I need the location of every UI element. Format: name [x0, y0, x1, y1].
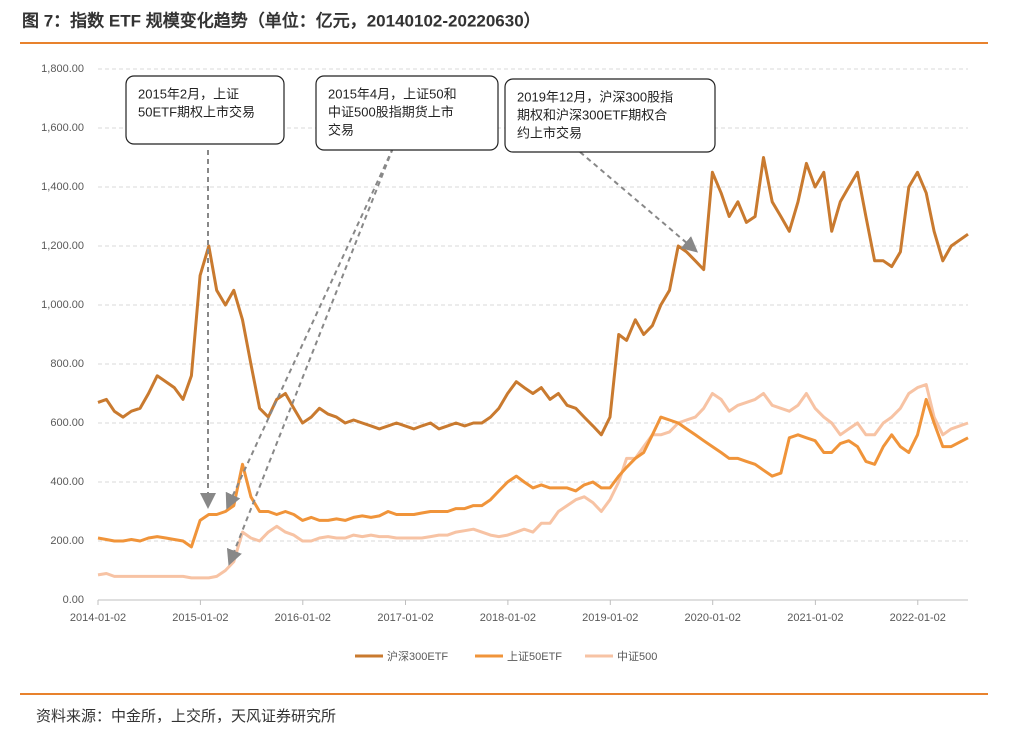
- callout-text: 2015年4月，上证50和: [328, 86, 457, 101]
- callout-text: 2019年12月，沪深300股指: [517, 89, 673, 104]
- plot: 0.00 200.00 400.00 600.00 800.00 1,000.00 1,20…: [41, 63, 969, 624]
- series-line: [97, 156, 969, 437]
- y-tick-label: 1,600.00: [41, 122, 84, 134]
- y-tick-label: 800.00: [50, 358, 84, 370]
- series-line: [97, 383, 969, 580]
- chart-title: 图 7：指数 ETF 规模变化趋势（单位：亿元，20140102-2022063…: [22, 10, 541, 30]
- y-tick-label: 1,800.00: [41, 63, 84, 75]
- callout-text: 50ETF期权上市交易: [138, 104, 255, 119]
- arrow: [225, 147, 394, 510]
- y-tick-label: 400.00: [50, 476, 84, 488]
- x-tick-label: 2014-01-02: [70, 612, 126, 624]
- y-tick-label: 600.00: [50, 417, 84, 429]
- callout-text: 中证500股指期货上市: [328, 104, 454, 119]
- callout-text: 2015年2月，上证: [138, 86, 239, 101]
- x-tick-label: 2016-01-02: [275, 612, 331, 624]
- y-tick-label: 0.00: [63, 594, 84, 606]
- x-tick-label: 2015-01-02: [172, 612, 228, 624]
- legend-label: 沪深300ETF: [387, 649, 448, 663]
- x-tick-label: 2022-01-02: [890, 612, 946, 624]
- x-tick-label: 2020-01-02: [685, 612, 741, 624]
- legend-label: 上证50ETF: [507, 650, 562, 663]
- x-tick-label: 2017-01-02: [377, 612, 433, 624]
- source: 资料来源：中金所，上交所，天风证券研究所: [36, 707, 336, 725]
- x-tick-label: 2018-01-02: [480, 612, 536, 624]
- arrow: [226, 147, 394, 566]
- y-tick-label: 200.00: [50, 535, 84, 547]
- annotations: 2015年2月，上证 50ETF期权上市交易 2015年4月，上证50和中证500股…: [125, 75, 716, 153]
- y-tick-label: 1,000.00: [41, 299, 84, 311]
- legend-label: 中证500: [617, 650, 657, 663]
- x-tick-label: 2019-01-02: [582, 612, 638, 624]
- arrow: [579, 151, 699, 253]
- series-line: [97, 397, 969, 549]
- callout-text: 期权和沪深300ETF期权合: [517, 107, 667, 122]
- callout-text: 交易: [328, 122, 354, 137]
- arrows: [200, 147, 699, 566]
- callout-box: [315, 75, 499, 151]
- y-tick-label: 1,200.00: [41, 240, 84, 252]
- callout-box: [504, 78, 716, 153]
- callout-box: [125, 75, 285, 145]
- legend: 沪深300ETF 上证50ETF 中证500: [355, 649, 657, 663]
- callout-text: 约上市交易: [517, 125, 582, 140]
- y-tick-label: 1,400.00: [41, 181, 84, 193]
- x-tick-label: 2021-01-02: [787, 612, 843, 624]
